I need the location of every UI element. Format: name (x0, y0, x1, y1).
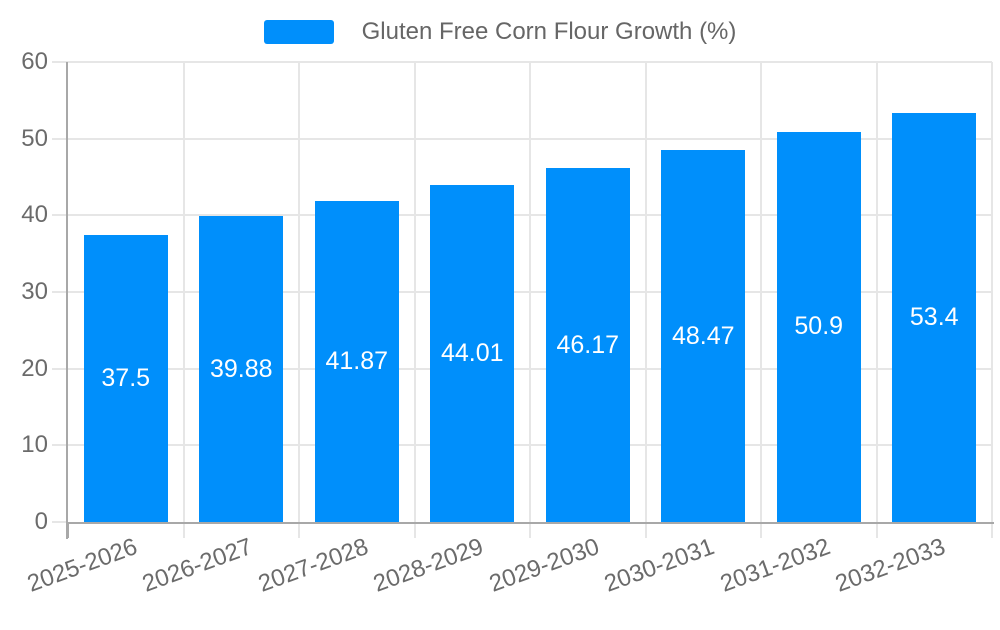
y-axis-tick-label: 50 (21, 124, 48, 152)
x-tick-mark (760, 524, 762, 538)
bar-value-label: 46.17 (556, 330, 620, 359)
bar-value-label: 44.01 (440, 338, 504, 367)
x-axis-tick-label: 2030-2031 (601, 533, 719, 598)
bar[interactable]: 39.88 (199, 216, 284, 522)
bar[interactable]: 53.4 (892, 112, 977, 522)
bar-value-label: 48.47 (671, 321, 735, 350)
x-gridline (644, 62, 647, 522)
y-axis-tick-label: 60 (21, 48, 48, 75)
x-gridline (760, 62, 762, 522)
x-gridline (413, 62, 416, 522)
plot-area: 0 10 20 30 40 50 60 37.5 2025-2026 39.88 2026-2027… (21, 50, 994, 598)
x-axis-tick-label: 2027-2028 (254, 533, 372, 598)
bar-value-label: 39.88 (209, 354, 273, 383)
x-axis-tick-label: 2029-2030 (485, 533, 603, 598)
y-axis-line (66, 62, 68, 539)
bar-value-label: 53.4 (909, 302, 959, 331)
x-axis-tick-label: 2026-2027 (139, 533, 257, 598)
x-axis-line (66, 522, 994, 524)
x-tick-mark (67, 524, 69, 538)
x-tick-mark (644, 524, 647, 538)
x-gridline (991, 62, 993, 522)
x-tick-mark (182, 524, 185, 538)
x-gridline (182, 62, 185, 522)
legend-swatch-icon (263, 20, 334, 44)
x-gridline (529, 62, 531, 522)
bar-value-label: 37.5 (101, 363, 151, 392)
y-tick-mark (52, 291, 68, 293)
bar[interactable]: 41.87 (314, 200, 399, 522)
legend-item[interactable]: Gluten Free Corn Flour Growth (%) (0, 18, 1000, 46)
y-axis-tick-label: 20 (21, 354, 48, 382)
x-tick-mark (413, 524, 416, 538)
bar[interactable]: 50.9 (776, 131, 861, 522)
x-tick-mark (529, 524, 531, 538)
bar-value-label: 41.87 (325, 346, 389, 375)
bar[interactable]: 37.5 (83, 234, 168, 522)
y-axis-tick-label: 0 (34, 508, 48, 535)
legend-label: Gluten Free Corn Flour Growth (%) (361, 18, 737, 45)
x-axis-tick-label: 2032-2033 (832, 533, 950, 598)
x-gridline (298, 62, 300, 522)
bar[interactable]: 48.47 (661, 150, 746, 522)
x-tick-mark (991, 524, 993, 538)
x-axis-tick-label: 2028-2029 (370, 533, 488, 598)
x-tick-mark (875, 524, 878, 538)
y-tick-mark (52, 367, 68, 370)
bar-value-label: 50.9 (794, 312, 844, 341)
y-tick-mark (52, 521, 68, 523)
y-axis-tick-label: 30 (21, 278, 48, 305)
x-axis-tick-label: 2031-2032 (716, 533, 834, 598)
y-axis-tick-label: 10 (21, 431, 48, 459)
bar[interactable]: 46.17 (545, 168, 630, 522)
y-tick-mark (52, 61, 68, 63)
y-axis-tick-label: 40 (21, 201, 48, 229)
y-tick-mark (52, 137, 68, 140)
x-gridline (875, 62, 878, 522)
y-tick-mark (52, 214, 68, 217)
bar-chart: Gluten Free Corn Flour Growth (%) 0 10 20 3… (0, 18, 1000, 598)
x-tick-mark (298, 524, 300, 538)
bar[interactable]: 44.01 (430, 184, 515, 522)
y-tick-mark (52, 444, 68, 447)
